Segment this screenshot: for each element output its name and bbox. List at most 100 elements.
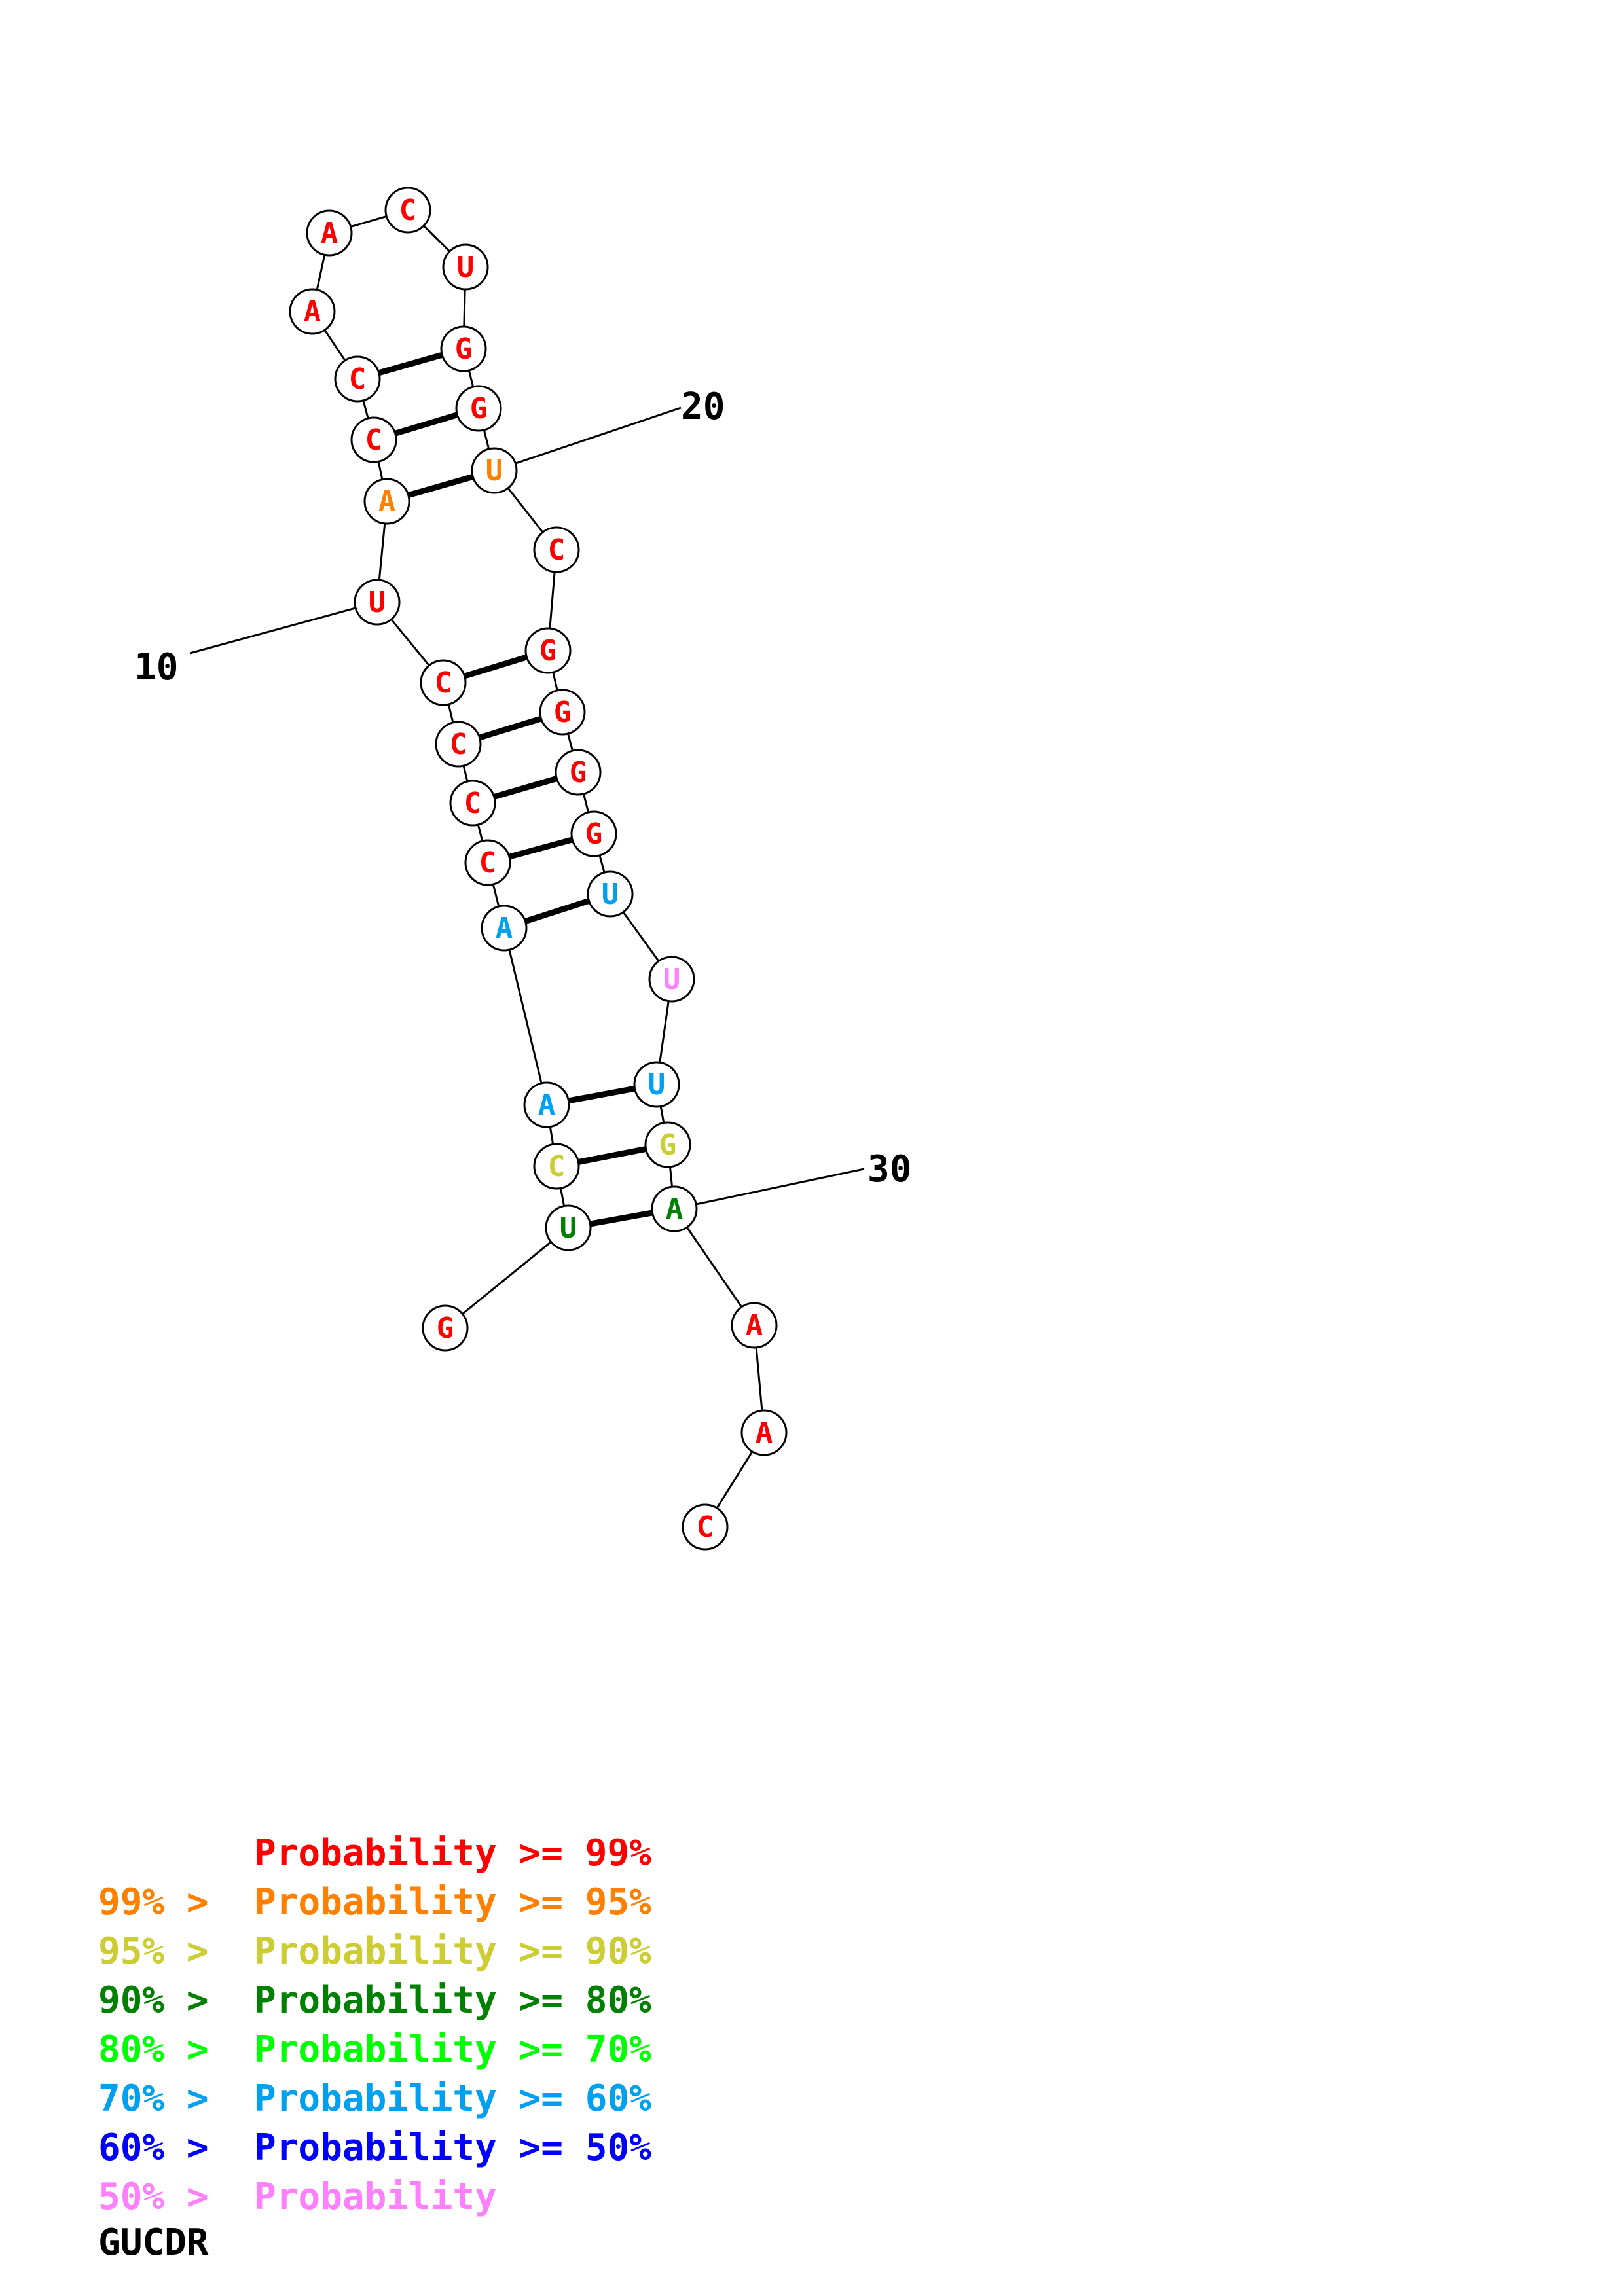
nucleotide-letter: A xyxy=(538,1088,556,1122)
nucleotide-7: C xyxy=(449,780,496,827)
nucleotide-letter: G xyxy=(659,1128,677,1162)
nucleotide-letter: U xyxy=(457,251,475,284)
nucleotide-24: G xyxy=(555,749,602,796)
nucleotide-2: U xyxy=(545,1204,592,1251)
position-label-10: 10 xyxy=(134,646,178,689)
nucleotide-6: C xyxy=(464,839,511,886)
nucleotide-letter: U xyxy=(560,1211,577,1245)
nucleotide-circle xyxy=(455,385,502,432)
nucleotide-letter: G xyxy=(470,392,488,425)
nucleotide-letter: C xyxy=(435,666,452,700)
nucleotide-circle xyxy=(533,1143,580,1190)
legend-entry: 50% > Probability xyxy=(98,2176,497,2218)
legend-prefix: 90% > xyxy=(98,1979,230,2022)
legend-entry: 99% > Probability >= 95% xyxy=(98,1881,651,1924)
backbone-segment xyxy=(503,927,548,1105)
legend-entry: Probability >= 99% xyxy=(254,1832,651,1874)
legend-entry: 95% > Probability >= 90% xyxy=(98,1930,651,1973)
nucleotide-letter: A xyxy=(496,912,513,945)
nucleotide-letter: C xyxy=(548,1150,566,1183)
legend-text: Probability >= 99% xyxy=(254,1832,651,1874)
nucleotide-circle xyxy=(524,627,572,674)
position-label-leader xyxy=(494,406,682,472)
nucleotide-letter: C xyxy=(548,533,566,567)
nucleotide-circle xyxy=(334,355,381,403)
nucleotide-letter: G xyxy=(585,817,603,851)
nucleotide-11: A xyxy=(363,478,410,525)
position-label-20: 20 xyxy=(681,386,725,428)
nucleotide-letter: G xyxy=(570,756,587,789)
position-label-layer: 10 20 30 xyxy=(134,386,911,1210)
nucleotide-letter: A xyxy=(321,217,338,250)
legend-text: Probability >= 95% xyxy=(254,1881,651,1924)
nucleotide-circle xyxy=(449,780,496,827)
backbone-segment xyxy=(445,1227,569,1329)
nucleotide-letter: G xyxy=(455,332,473,366)
legend-prefix: 50% > xyxy=(98,2176,230,2218)
nucleotide-circle xyxy=(420,659,467,706)
position-label-30: 30 xyxy=(867,1148,911,1191)
nucleotide-1: G xyxy=(422,1304,469,1352)
nucleotide-25: G xyxy=(570,810,617,857)
nucleotide-circle xyxy=(435,721,482,768)
legend-prefix: 95% > xyxy=(98,1930,230,1973)
legend-entry: 70% > Probability >= 60% xyxy=(98,2077,651,2120)
nucleotide-letter: U xyxy=(602,878,619,911)
nucleotide-15: A xyxy=(306,209,353,257)
nucleotide-12: C xyxy=(350,416,397,463)
nucleotide-letter: C xyxy=(479,846,497,880)
nucleotide-circle xyxy=(384,187,431,234)
position-label-leader xyxy=(189,601,378,655)
nucleotide-letter: U xyxy=(663,963,681,996)
legend-text: Probability >= 70% xyxy=(254,2028,651,2071)
legend-text: Probability >= 90% xyxy=(254,1930,651,1973)
nucleotide-5: A xyxy=(481,905,528,952)
legend-entry: 90% > Probability >= 80% xyxy=(98,1979,651,2022)
nucleotide-letter: A xyxy=(746,1309,763,1342)
legend-prefix: 60% > xyxy=(98,2126,230,2169)
probability-legend: Probability >= 99% 99% > Probability >= 9… xyxy=(98,1832,651,2218)
nucleotide-17: U xyxy=(442,243,489,291)
nucleotide-letter: A xyxy=(378,485,396,518)
nucleotide-22: G xyxy=(524,627,572,674)
nucleotide-letter: A xyxy=(304,295,321,329)
nucleotide-32: A xyxy=(740,1409,788,1456)
nucleotide-30: A xyxy=(651,1185,698,1232)
nucleotide-circle xyxy=(350,416,397,463)
nucleotide-26: U xyxy=(587,870,634,918)
nucleotide-14: A xyxy=(289,288,336,335)
nucleotide-16: C xyxy=(384,187,431,234)
nucleotide-circle xyxy=(682,1503,729,1551)
nucleotide-circle xyxy=(731,1302,778,1349)
legend-text: Probability >= 80% xyxy=(254,1979,651,2022)
nucleotide-circle xyxy=(539,689,586,736)
legend-prefix: 70% > xyxy=(98,2077,230,2120)
nucleotide-29: G xyxy=(644,1121,691,1168)
nucleotide-circle xyxy=(644,1121,691,1168)
nucleotide-13: C xyxy=(334,355,381,403)
nucleotide-circle xyxy=(440,325,487,372)
nucleotide-20: U xyxy=(471,447,518,494)
legend-text: Probability >= 60% xyxy=(254,2077,651,2120)
structure-name: GUCDR xyxy=(98,2221,209,2264)
nucleotide-circle xyxy=(464,839,511,886)
nucleotide-circle xyxy=(651,1185,698,1232)
nucleotide-circle xyxy=(354,579,401,626)
legend-entry: 80% > Probability >= 70% xyxy=(98,2028,651,2071)
nucleotide-21: C xyxy=(533,526,580,573)
nucleotide-31: A xyxy=(731,1302,778,1349)
nucleotide-circle xyxy=(648,956,695,1003)
nucleotide-letter: C xyxy=(697,1511,714,1544)
nucleotide-23: G xyxy=(539,689,586,736)
nucleotide-4: A xyxy=(523,1081,570,1128)
nucleotide-circle xyxy=(289,288,336,335)
position-label-leader xyxy=(674,1168,865,1210)
nucleotide-letter: C xyxy=(365,423,383,457)
nucleotide-letter: U xyxy=(648,1068,666,1102)
legend-prefix: 99% > xyxy=(98,1881,230,1924)
nucleotide-33: C xyxy=(682,1503,729,1551)
legend-text: Probability xyxy=(254,2176,497,2218)
nucleotide-circle xyxy=(633,1061,680,1108)
